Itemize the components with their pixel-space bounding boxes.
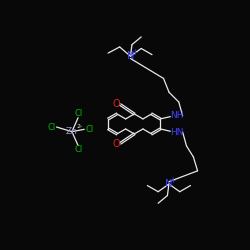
Text: NH: NH xyxy=(170,111,183,120)
Text: O: O xyxy=(113,99,120,109)
Text: +: + xyxy=(131,48,138,57)
Text: Zn: Zn xyxy=(66,127,78,136)
Text: +: + xyxy=(170,176,176,185)
Text: Cl: Cl xyxy=(75,145,83,154)
Text: Cl: Cl xyxy=(86,125,94,134)
Text: Cl: Cl xyxy=(47,122,55,132)
Text: HN: HN xyxy=(170,128,183,136)
Text: N: N xyxy=(165,179,172,189)
Text: O: O xyxy=(113,139,120,149)
Text: 2-: 2- xyxy=(76,124,83,129)
Text: N: N xyxy=(127,51,134,61)
Text: Cl: Cl xyxy=(75,110,83,118)
